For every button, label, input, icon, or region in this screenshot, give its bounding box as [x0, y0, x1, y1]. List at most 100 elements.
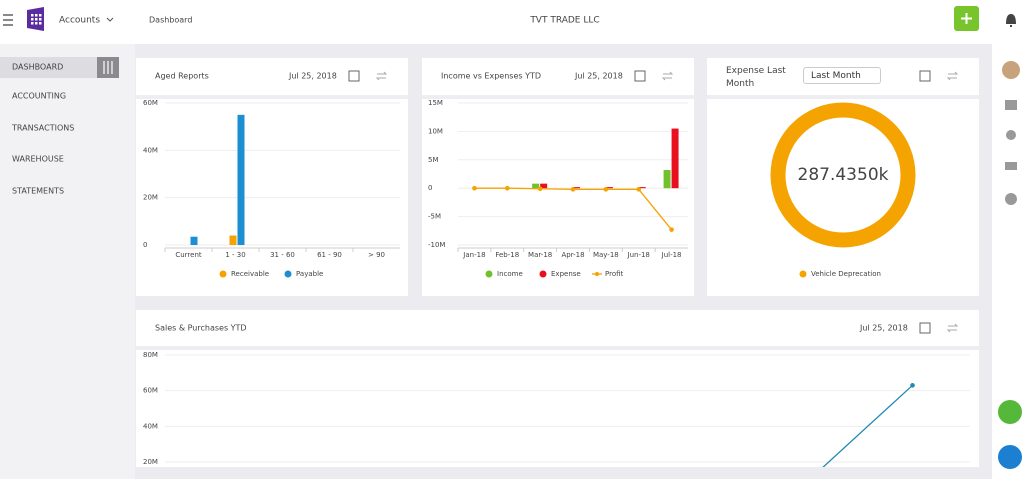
card-title: Sales & Purchases YTD — [155, 324, 247, 333]
right-rail — [992, 0, 1024, 479]
x-tick-label: Mar-18 — [528, 251, 552, 259]
active-item — [0, 57, 97, 78]
avatar[interactable] — [1002, 61, 1020, 79]
logo-grid — [31, 14, 42, 25]
chat-button[interactable] — [998, 445, 1022, 469]
plot-area: 20M 40M 60M 80M — [143, 351, 970, 467]
nav-item[interactable]: WAREHOUSE — [12, 155, 64, 164]
x-tick-label: > 90 — [368, 251, 385, 259]
period-select[interactable]: Last Month — [803, 67, 881, 84]
y-tick-label: -10M — [428, 241, 445, 249]
y-tick-label: 20M — [143, 194, 158, 202]
y-tick-label: 5M — [428, 156, 439, 164]
x-tick-label: 1 - 30 — [225, 251, 245, 259]
settings-icon[interactable] — [1006, 130, 1016, 140]
layout-icon[interactable] — [1005, 100, 1017, 110]
toggle-icon — [103, 61, 113, 74]
legend-swatch — [284, 270, 292, 278]
add-icon — [961, 13, 972, 24]
bar — [190, 236, 198, 245]
bar — [540, 183, 548, 189]
card-date[interactable]: Jul 25, 2018 — [859, 324, 908, 333]
nav-item[interactable]: TRANSACTIONS — [11, 124, 74, 133]
breadcrumb: Dashboard — [149, 16, 192, 25]
y-tick-label: -5M — [428, 213, 441, 221]
x-tick-label: 31 - 60 — [270, 251, 295, 259]
sidebar — [0, 44, 135, 479]
refresh-icon[interactable] — [946, 323, 959, 333]
y-tick-label: 60M — [143, 99, 158, 107]
point — [472, 185, 477, 191]
y-tick-label: 40M — [143, 422, 158, 430]
bar — [237, 114, 245, 245]
calendar-icon[interactable] — [919, 70, 931, 82]
calendar-icon[interactable] — [634, 70, 646, 82]
point — [669, 227, 674, 232]
nav-item[interactable]: ACCOUNTING — [12, 92, 66, 101]
calendar-icon[interactable] — [348, 70, 360, 82]
y-tick-label: 40M — [143, 146, 158, 154]
legend-label[interactable]: Profit — [605, 270, 624, 278]
nav-item[interactable]: DASHBOARD — [12, 63, 63, 72]
nav-item[interactable]: STATEMENTS — [12, 187, 64, 196]
legend-label[interactable]: Expense — [551, 270, 581, 278]
legend-label[interactable]: Receivable — [231, 270, 269, 278]
x-tick-label: Jun-18 — [627, 251, 650, 259]
bar — [638, 187, 646, 189]
bar — [229, 235, 237, 245]
legend-swatch — [799, 270, 807, 278]
bar — [605, 187, 613, 189]
card-title: Expense Last Month — [726, 66, 786, 89]
y-tick-label: 0 — [428, 184, 432, 192]
x-tick-label: Feb-18 — [495, 251, 519, 259]
company-name: TVT TRADE LLC — [529, 16, 599, 26]
legend-label[interactable]: Vehicle Deprecation — [811, 270, 881, 278]
bar — [663, 170, 671, 189]
bar — [532, 183, 540, 189]
x-tick-label: 61 - 90 — [317, 251, 342, 259]
y-tick-label: 10M — [428, 127, 443, 135]
phone-button[interactable] — [998, 400, 1022, 424]
refresh-icon[interactable] — [946, 71, 959, 81]
x-tick-label: Current — [175, 251, 202, 259]
y-tick-label: 80M — [143, 351, 158, 359]
card — [136, 310, 979, 467]
x-tick-label: Apr-18 — [561, 251, 584, 259]
card-date[interactable]: Jul 25, 2018 — [574, 72, 623, 81]
app-switcher[interactable]: Accounts — [59, 16, 100, 26]
card — [422, 58, 694, 296]
calendar-icon[interactable] — [919, 322, 931, 334]
refresh-icon[interactable] — [375, 71, 388, 81]
bell-icon[interactable] — [1006, 14, 1016, 27]
y-tick-label: 60M — [143, 387, 158, 395]
legend-swatch — [595, 272, 599, 276]
y-tick-label: 20M — [143, 458, 158, 466]
y-tick-label: 15M — [428, 99, 443, 107]
header — [0, 0, 1024, 44]
point — [910, 383, 915, 388]
card-date[interactable]: Jul 25, 2018 — [288, 72, 337, 81]
legend-label[interactable]: Payable — [296, 270, 323, 278]
point — [636, 187, 642, 192]
legend-swatch — [539, 270, 547, 278]
legend-label[interactable]: Income — [497, 270, 523, 278]
point — [570, 187, 576, 192]
center-label: 287.4350k — [798, 165, 889, 185]
card-title: Income vs Expenses YTD — [441, 72, 541, 81]
menu-button[interactable] — [3, 14, 13, 26]
point — [537, 186, 543, 192]
mail-icon[interactable] — [1005, 162, 1017, 170]
point — [504, 185, 510, 191]
refresh-icon[interactable] — [661, 71, 674, 81]
cards — [136, 58, 979, 467]
donut-segment — [770, 102, 916, 248]
history-icon[interactable] — [1005, 193, 1017, 205]
x-tick-label: May-18 — [593, 251, 619, 259]
card — [136, 58, 408, 296]
x-tick-label: Jan-18 — [462, 251, 485, 259]
card-title: Aged Reports — [155, 72, 209, 81]
point — [603, 187, 609, 192]
legend-swatch — [219, 270, 227, 278]
